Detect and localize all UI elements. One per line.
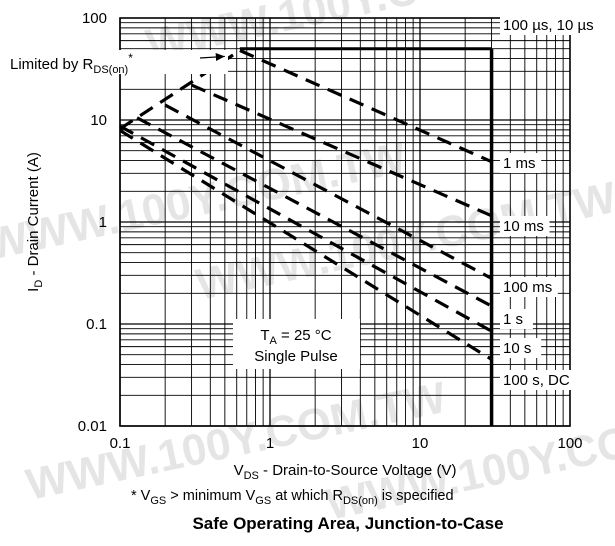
curve-label-bg xyxy=(500,277,558,297)
ambient-temp-label: TA = 25 °C xyxy=(260,327,331,347)
x-axis-title: VDS - Drain-to-Source Voltage (V) xyxy=(234,462,457,482)
curve-label-bg xyxy=(500,15,615,35)
series-line-4 xyxy=(136,116,493,308)
series-line-3 xyxy=(164,103,493,280)
x-tick-label: 100 xyxy=(557,435,582,452)
curve-label-6: 100 s, DC xyxy=(503,372,570,389)
x-tick-label: 1 xyxy=(266,435,274,452)
label-layer: 100 µs, 10 µs 1 ms 10 ms 100 ms 1 s 10 s 100 s… xyxy=(500,15,615,390)
series-line-6 xyxy=(119,129,493,361)
y-tick-label: 0.1 xyxy=(86,316,107,333)
single-pulse-label: Single Pulse xyxy=(254,348,337,365)
curve-label-bg xyxy=(500,216,550,236)
series-line-2 xyxy=(190,83,493,218)
footnote: * VGS > minimum VGS at which RDS(on) is … xyxy=(131,488,454,507)
rdson-annotation-label: Limited by RDS(on)* xyxy=(10,51,133,76)
curve-label-bg xyxy=(500,338,542,358)
curve-label-bg xyxy=(500,370,583,390)
curve-label-5: 10 s xyxy=(503,340,531,357)
curve-label-4: 1 s xyxy=(503,311,523,328)
y-tick-label: 1 xyxy=(99,214,107,231)
y-tick-label: 100 xyxy=(82,10,107,27)
y-tick-label: 0.01 xyxy=(78,418,107,435)
curve-label-3: 100 ms xyxy=(503,279,552,296)
curve-label-bg xyxy=(500,309,533,329)
curve-label-1: 1 ms xyxy=(503,155,536,172)
curve-label-2: 10 ms xyxy=(503,218,544,235)
series-layer xyxy=(119,49,493,361)
curve-label-bg xyxy=(500,153,542,173)
x-tick-label: 10 xyxy=(412,435,429,452)
chart-title: Safe Operating Area, Junction-to-Case xyxy=(192,514,503,533)
conditions-box: TA = 25 °C Single Pulse xyxy=(233,319,360,369)
rdson-annotation: Limited by RDS(on)* xyxy=(6,50,228,76)
rdson-arrow-head xyxy=(215,53,225,61)
series-line-1 xyxy=(239,49,493,164)
y-tick-label: 10 xyxy=(90,112,107,129)
y-axis-title: ID - Drain Current (A) xyxy=(25,152,45,292)
x-tick-label: 0.1 xyxy=(110,435,131,452)
curve-label-0: 100 µs, 10 µs xyxy=(503,17,594,34)
plot-frame xyxy=(119,17,571,427)
